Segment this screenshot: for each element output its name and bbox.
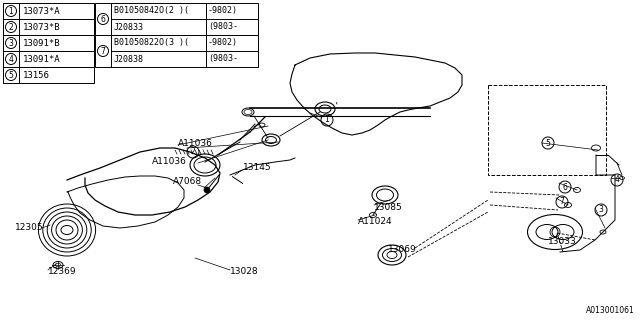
Text: 2: 2	[8, 22, 13, 31]
Bar	[3, 3, 94, 19]
Text: 1: 1	[324, 116, 330, 124]
Bar	[488, 85, 606, 175]
Text: A11036: A11036	[152, 157, 187, 166]
Text: A013001061: A013001061	[586, 306, 635, 315]
Text: 4: 4	[614, 175, 620, 185]
Bar	[3, 19, 94, 35]
Text: 13073*B: 13073*B	[23, 22, 61, 31]
Text: 3: 3	[8, 38, 13, 47]
FancyArrowPatch shape	[232, 177, 243, 183]
Text: B01050842O(2 )(: B01050842O(2 )(	[114, 6, 189, 15]
Text: 13145: 13145	[243, 164, 271, 172]
Text: 3: 3	[598, 205, 604, 214]
Text: 12305: 12305	[15, 223, 44, 233]
Text: (9803-: (9803-	[208, 22, 238, 31]
Bar	[3, 51, 94, 67]
Text: 13033: 13033	[548, 237, 577, 246]
Bar	[95, 35, 258, 67]
Text: 13091*B: 13091*B	[23, 38, 61, 47]
Text: -9802): -9802)	[208, 38, 238, 47]
Text: 13073*A: 13073*A	[23, 6, 61, 15]
Text: 1: 1	[8, 6, 13, 15]
Text: 6: 6	[100, 14, 106, 23]
Text: J20838: J20838	[114, 54, 144, 63]
Text: 5: 5	[8, 70, 13, 79]
Text: 13028: 13028	[230, 268, 259, 276]
Text: A7068: A7068	[173, 178, 202, 187]
Text: 5: 5	[545, 139, 550, 148]
Text: 13069: 13069	[388, 245, 417, 254]
Text: (9803-: (9803-	[208, 54, 238, 63]
Bar	[95, 3, 258, 35]
Text: A11024: A11024	[358, 218, 392, 227]
Text: -9802): -9802)	[208, 6, 238, 15]
Bar	[3, 35, 94, 51]
Text: 7: 7	[100, 46, 106, 55]
Text: 13156: 13156	[23, 70, 50, 79]
Text: 12369: 12369	[48, 268, 77, 276]
Circle shape	[204, 187, 210, 193]
Text: 6: 6	[563, 182, 568, 191]
Text: 7: 7	[559, 197, 564, 206]
Text: 13091*A: 13091*A	[23, 54, 61, 63]
Text: J20833: J20833	[114, 22, 144, 31]
Text: 2: 2	[191, 148, 195, 156]
Text: A11036: A11036	[178, 139, 213, 148]
Text: 4: 4	[8, 54, 13, 63]
Text: B01050822O(3 )(: B01050822O(3 )(	[114, 38, 189, 47]
Bar	[3, 67, 94, 83]
Text: 13085: 13085	[374, 203, 403, 212]
